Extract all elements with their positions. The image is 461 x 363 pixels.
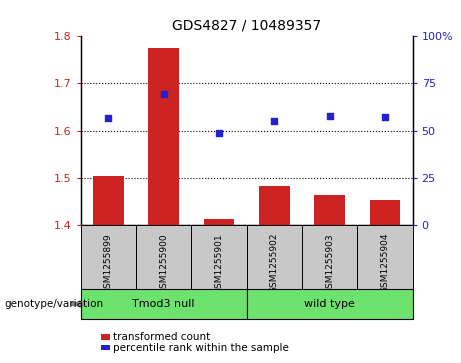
Point	[381, 115, 389, 121]
Text: GSM1255901: GSM1255901	[214, 233, 224, 294]
Text: GSM1255902: GSM1255902	[270, 233, 279, 293]
Bar	[81, 289, 247, 319]
Title: GDS4827 / 10489357: GDS4827 / 10489357	[172, 19, 321, 32]
Point	[160, 91, 167, 97]
Bar	[314, 195, 345, 225]
Text: GSM1255904: GSM1255904	[380, 233, 390, 293]
Bar	[81, 225, 136, 290]
Point	[105, 115, 112, 121]
Text: Tmod3 null: Tmod3 null	[132, 299, 195, 309]
Point	[271, 118, 278, 124]
Bar	[259, 186, 290, 225]
Text: GSM1255900: GSM1255900	[159, 233, 168, 294]
Bar	[136, 225, 191, 290]
Text: GSM1255899: GSM1255899	[104, 233, 113, 294]
Bar	[302, 225, 357, 290]
Point	[215, 130, 223, 136]
Bar	[357, 225, 413, 290]
Bar	[247, 225, 302, 290]
Bar	[93, 176, 124, 225]
Text: GSM1255903: GSM1255903	[325, 233, 334, 294]
Text: transformed count: transformed count	[113, 332, 210, 342]
Bar	[148, 48, 179, 225]
Bar	[191, 225, 247, 290]
Bar	[370, 200, 400, 225]
Text: genotype/variation: genotype/variation	[5, 299, 104, 309]
Bar	[247, 289, 413, 319]
Point	[326, 113, 333, 118]
Text: percentile rank within the sample: percentile rank within the sample	[113, 343, 289, 353]
Bar	[204, 219, 234, 225]
Text: wild type: wild type	[304, 299, 355, 309]
